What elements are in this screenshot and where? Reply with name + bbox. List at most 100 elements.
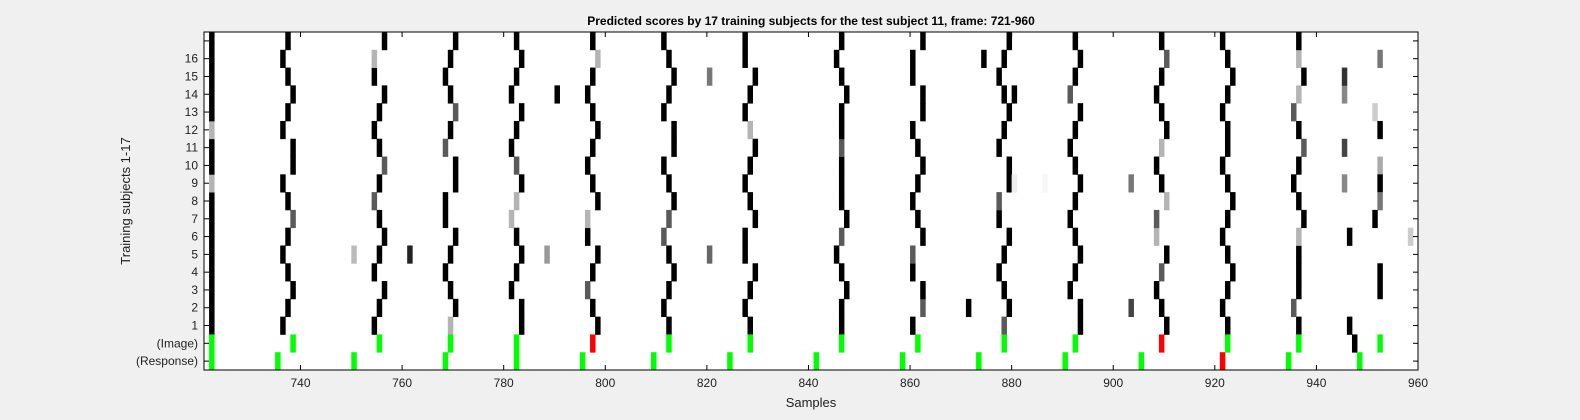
score-cell	[1001, 281, 1007, 300]
score-cell	[1219, 227, 1226, 246]
score-cell	[1077, 103, 1084, 122]
response-marker	[813, 352, 820, 371]
y-tick-label: 16	[185, 52, 199, 66]
score-cell	[1006, 103, 1013, 122]
score-cell	[1377, 281, 1383, 300]
score-cell	[838, 263, 845, 282]
score-cell	[1164, 120, 1170, 140]
score-cell	[590, 298, 596, 318]
score-cell	[1164, 245, 1170, 264]
x-tick-label: 940	[1306, 376, 1326, 390]
score-cell	[747, 281, 753, 300]
score-cell	[747, 85, 753, 104]
score-cell	[513, 32, 520, 51]
score-cell	[1219, 32, 1226, 51]
score-cell	[518, 174, 525, 193]
y-tick-label: 8	[191, 194, 198, 208]
score-cell	[1296, 192, 1302, 211]
score-cell	[1296, 85, 1302, 104]
score-cell	[1164, 316, 1170, 335]
score-cell	[1158, 174, 1165, 193]
image-marker	[1158, 334, 1165, 353]
score-cell	[910, 245, 916, 264]
score-cell	[1077, 316, 1084, 335]
score-cell	[209, 49, 215, 68]
score-cell	[666, 209, 672, 229]
y-tick-label: 14	[185, 87, 199, 101]
score-cell	[844, 281, 850, 300]
x-tick-label: 820	[697, 376, 717, 390]
score-cell	[666, 245, 672, 264]
y-tick-label: 10	[185, 158, 199, 172]
score-cell	[381, 85, 388, 104]
score-cell	[590, 263, 596, 282]
score-cell	[1224, 85, 1231, 104]
score-cell	[1067, 85, 1073, 104]
score-cell	[518, 245, 525, 264]
score-cell	[209, 32, 215, 51]
score-cell	[584, 85, 591, 104]
score-cell	[1219, 156, 1226, 175]
response-marker	[513, 352, 520, 371]
x-tick-label: 960	[1408, 376, 1428, 390]
score-cell	[910, 263, 916, 282]
image-marker	[1377, 334, 1383, 353]
score-cell	[371, 49, 378, 68]
score-cell	[1224, 209, 1231, 229]
score-cell	[833, 245, 840, 264]
score-cell	[1011, 85, 1018, 104]
score-cell	[1128, 174, 1134, 193]
score-cell	[910, 67, 916, 86]
score-cell	[1377, 156, 1383, 175]
score-cell	[290, 281, 296, 300]
score-cell	[442, 263, 449, 282]
score-cell	[996, 263, 1002, 282]
score-cell	[981, 49, 987, 68]
score-cell	[1072, 227, 1079, 246]
x-tick-label: 920	[1205, 376, 1225, 390]
score-cell	[666, 281, 672, 300]
score-cell	[747, 120, 753, 140]
score-cell	[351, 245, 357, 264]
score-cell	[285, 32, 291, 51]
score-cell	[1077, 49, 1084, 68]
y-axis-label: Training subjects 1-17	[118, 137, 133, 264]
image-marker	[1072, 334, 1079, 353]
score-cell	[442, 67, 449, 86]
score-cell	[280, 174, 286, 193]
score-cell	[671, 120, 677, 140]
score-cell	[844, 85, 850, 104]
score-cell	[1377, 174, 1383, 193]
y-tick-label: 12	[185, 123, 199, 137]
score-cell	[1346, 227, 1353, 246]
image-marker	[838, 334, 845, 353]
score-cell	[838, 316, 845, 335]
score-cell	[584, 209, 591, 229]
score-cell	[996, 209, 1002, 229]
score-cell	[1224, 174, 1231, 193]
score-cell	[747, 156, 753, 175]
y-tick-label: 3	[191, 283, 198, 297]
score-cell	[1224, 316, 1231, 335]
score-cell	[1067, 209, 1073, 229]
score-cell	[1296, 227, 1302, 246]
score-cell	[1296, 263, 1302, 282]
score-cell	[209, 298, 215, 318]
image-marker	[209, 334, 215, 353]
score-cell	[661, 298, 667, 318]
score-cell	[508, 85, 515, 104]
score-cell	[584, 156, 591, 175]
score-cell	[518, 49, 525, 68]
score-cell	[584, 227, 591, 246]
score-cell	[1006, 174, 1013, 193]
score-cell	[1001, 245, 1007, 264]
response-marker	[1357, 352, 1363, 371]
score-cell	[920, 32, 926, 51]
score-cell	[1341, 174, 1348, 193]
score-cell	[742, 103, 748, 122]
score-cell	[1153, 227, 1160, 246]
x-tick-label: 780	[494, 376, 514, 390]
score-cell	[590, 67, 596, 86]
score-cell	[742, 298, 748, 318]
score-cell	[376, 298, 383, 318]
